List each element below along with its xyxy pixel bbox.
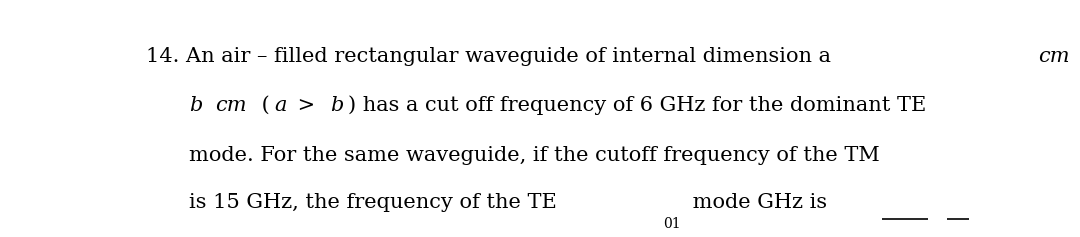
Text: mode. For the same waveguide, if the cutoff frequency of the TM: mode. For the same waveguide, if the cut… (189, 146, 879, 165)
Text: cm: cm (1038, 47, 1069, 66)
Text: ) has a cut off frequency of 6 GHz for the dominant TE: ) has a cut off frequency of 6 GHz for t… (348, 96, 926, 115)
Text: a: a (274, 96, 287, 115)
Text: ×: × (1079, 47, 1080, 66)
Text: cm: cm (215, 96, 246, 115)
Text: mode GHz is: mode GHz is (686, 193, 834, 212)
Text: (: ( (256, 96, 270, 115)
Text: >: > (291, 96, 322, 115)
Text: is 15 GHz, the frequency of the TE: is 15 GHz, the frequency of the TE (189, 193, 557, 212)
Text: 14. An air – filled rectangular waveguide of internal dimension a: 14. An air – filled rectangular waveguid… (146, 47, 837, 66)
Text: b: b (189, 96, 202, 115)
Text: b: b (330, 96, 343, 115)
Text: 01: 01 (663, 217, 681, 231)
